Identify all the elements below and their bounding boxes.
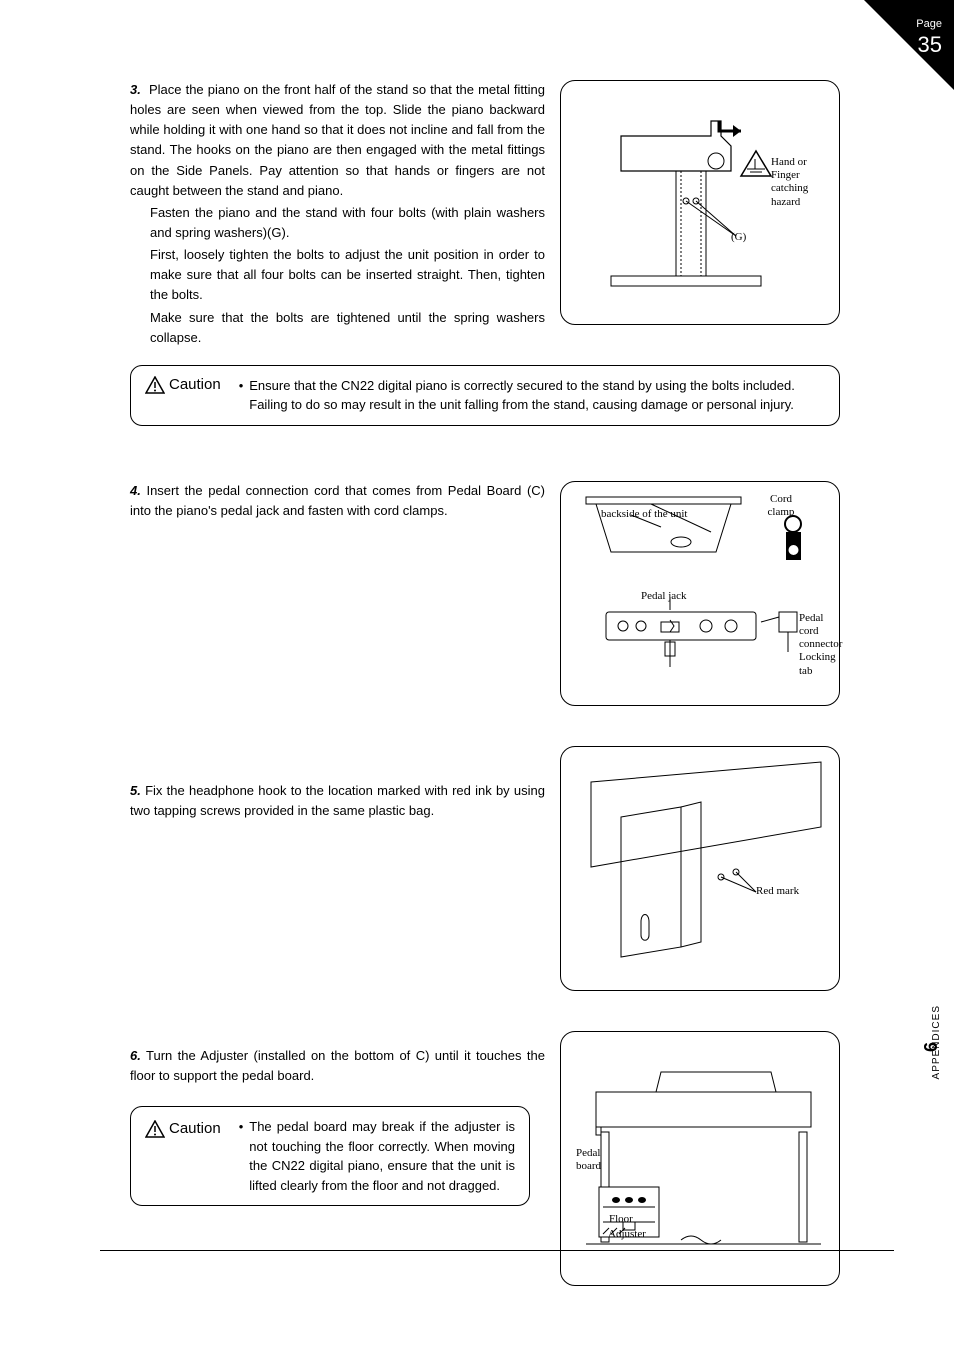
d1-hazard-label: Hand or Finger catching hazard [771, 156, 836, 209]
step-4: 4. Insert the pedal connection cord that… [130, 481, 840, 706]
d4-pedalboard-label: Pedal board [576, 1147, 611, 1173]
d2-pedaljack-label: Pedal jack [641, 590, 687, 603]
diagram-2: backside of the unit Cord clamp Pedal ja… [560, 481, 840, 706]
caution-2-text: •The pedal board may break if the adjust… [239, 1117, 515, 1195]
page-number: 35 [918, 32, 942, 58]
caution-1: Caution •Ensure that the CN22 digital pi… [130, 365, 840, 426]
step-5: 5. Fix the headphone hook to the locatio… [130, 746, 840, 991]
step-4-num: 4. [130, 483, 141, 498]
d1-g-label: (G) [731, 231, 746, 244]
step-6: 6. Turn the Adjuster (installed on the b… [130, 1031, 840, 1286]
caution-1-label: Caution [145, 376, 221, 394]
step-3-p3: First, loosely tighten the bolts to adju… [150, 245, 545, 305]
diagram-4: Pedal board Floor Adjuster [560, 1031, 840, 1286]
d4-floor-label: Floor [609, 1213, 633, 1226]
warning-icon [145, 376, 165, 394]
caution-2-label: Caution [145, 1117, 221, 1140]
step-3-text: 3. Place the piano on the front half of … [130, 80, 545, 350]
d3-redmark-label: Red mark [756, 885, 799, 898]
caution-2: Caution •The pedal board may break if th… [130, 1106, 530, 1206]
page-label: Page [916, 18, 942, 30]
step-5-text: 5. Fix the headphone hook to the locatio… [130, 746, 545, 991]
step-3: 3. Place the piano on the front half of … [130, 80, 840, 426]
warning-icon [145, 1120, 165, 1138]
footer-rule [100, 1250, 894, 1251]
step-3-num: 3. [130, 82, 141, 97]
step-4-text: 4. Insert the pedal connection cord that… [130, 481, 545, 706]
caution-1-text: •Ensure that the CN22 digital piano is c… [239, 376, 825, 415]
step-3-p4: Make sure that the bolts are tightened u… [150, 308, 545, 348]
step-6-num: 6. [130, 1048, 141, 1063]
step-3-p1: Place the piano on the front half of the… [130, 82, 545, 198]
step-3-p2: Fasten the piano and the stand with four… [150, 203, 545, 243]
d4-adjuster-label: Adjuster [608, 1228, 646, 1241]
d2-cordclamp-label: Cord clamp [761, 493, 801, 519]
diagram-1: Hand or Finger catching hazard (G) [560, 80, 840, 325]
d2-backside-label: backside of the unit [601, 508, 687, 521]
step-5-num: 5. [130, 783, 141, 798]
diagram-3: Red mark [560, 746, 840, 991]
d2-connector-label: Pedal cord connector Locking tab [799, 612, 844, 678]
main-content: 3. Place the piano on the front half of … [130, 80, 840, 1326]
sidebar-chapter: 6 [921, 1042, 942, 1052]
step-6-text: 6. Turn the Adjuster (installed on the b… [130, 1031, 545, 1286]
